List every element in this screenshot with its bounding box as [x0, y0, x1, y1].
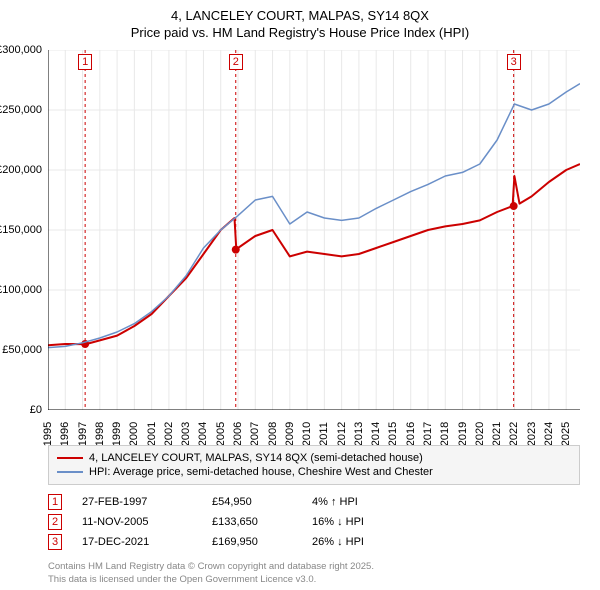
title-line-1: 4, LANCELEY COURT, MALPAS, SY14 8QX — [10, 8, 590, 23]
chart-svg — [48, 50, 580, 410]
legend-swatch — [57, 471, 83, 473]
x-tick-label: 1995 — [42, 422, 54, 446]
x-tick-label: 2021 — [491, 422, 503, 446]
legend-row: HPI: Average price, semi-detached house,… — [57, 466, 571, 478]
event-price: £169,950 — [212, 536, 292, 548]
footer-line-2: This data is licensed under the Open Gov… — [48, 574, 374, 586]
x-tick-label: 2025 — [560, 422, 572, 446]
legend-label: 4, LANCELEY COURT, MALPAS, SY14 8QX (sem… — [89, 452, 423, 464]
legend-swatch — [57, 457, 83, 459]
event-row-marker: 3 — [48, 534, 62, 550]
x-tick-label: 1999 — [111, 422, 123, 446]
x-tick-label: 1996 — [60, 422, 72, 446]
y-tick-label: £100,000 — [0, 284, 42, 296]
x-tick-label: 2008 — [267, 422, 279, 446]
event-row-marker: 1 — [48, 494, 62, 510]
x-tick-label: 1997 — [77, 422, 89, 446]
x-tick-label: 2016 — [405, 422, 417, 446]
x-tick-label: 2017 — [422, 422, 434, 446]
event-price: £54,950 — [212, 496, 292, 508]
y-tick-label: £300,000 — [0, 44, 42, 56]
event-delta: 16% ↓ HPI — [312, 516, 412, 528]
event-table: 1 27-FEB-1997 £54,950 4% ↑ HPI 2 11-NOV-2005 £… — [48, 490, 580, 554]
x-tick-label: 2010 — [301, 422, 313, 446]
event-row: 3 17-DEC-2021 £169,950 26% ↓ HPI — [48, 534, 580, 550]
x-tick-label: 2002 — [163, 422, 175, 446]
y-tick-label: £200,000 — [0, 164, 42, 176]
event-row-marker: 2 — [48, 514, 62, 530]
title-line-2: Price paid vs. HM Land Registry's House … — [10, 25, 590, 40]
chart-area: £0£50,000£100,000£150,000£200,000£250,00… — [48, 50, 580, 410]
x-tick-label: 2022 — [509, 422, 521, 446]
x-tick-label: 2000 — [129, 422, 141, 446]
x-tick-label: 2001 — [146, 422, 158, 446]
event-row: 1 27-FEB-1997 £54,950 4% ↑ HPI — [48, 494, 580, 510]
chart-title-block: 4, LANCELEY COURT, MALPAS, SY14 8QX Pric… — [0, 0, 600, 46]
x-tick-label: 2006 — [232, 422, 244, 446]
x-tick-label: 2013 — [353, 422, 365, 446]
x-tick-label: 2007 — [250, 422, 262, 446]
x-tick-label: 2020 — [474, 422, 486, 446]
x-tick-label: 2014 — [370, 422, 382, 446]
legend-label: HPI: Average price, semi-detached house,… — [89, 466, 433, 478]
event-delta: 4% ↑ HPI — [312, 496, 412, 508]
event-date: 17-DEC-2021 — [82, 536, 192, 548]
event-marker-3: 3 — [507, 54, 521, 70]
x-tick-label: 2023 — [526, 422, 538, 446]
x-tick-label: 2011 — [318, 422, 330, 446]
x-tick-label: 2003 — [180, 422, 192, 446]
x-tick-label: 2012 — [336, 422, 348, 446]
event-marker-2: 2 — [229, 54, 243, 70]
x-tick-label: 2024 — [543, 422, 555, 446]
event-marker-1: 1 — [78, 54, 92, 70]
x-tick-label: 2004 — [198, 422, 210, 446]
x-tick-label: 1998 — [94, 422, 106, 446]
legend: 4, LANCELEY COURT, MALPAS, SY14 8QX (sem… — [48, 445, 580, 485]
footer-line-1: Contains HM Land Registry data © Crown c… — [48, 561, 374, 573]
x-tick-label: 2009 — [284, 422, 296, 446]
event-price: £133,650 — [212, 516, 292, 528]
x-tick-label: 2019 — [457, 422, 469, 446]
event-row: 2 11-NOV-2005 £133,650 16% ↓ HPI — [48, 514, 580, 530]
event-delta: 26% ↓ HPI — [312, 536, 412, 548]
footer-attribution: Contains HM Land Registry data © Crown c… — [48, 561, 374, 586]
event-date: 27-FEB-1997 — [82, 496, 192, 508]
x-tick-label: 2015 — [388, 422, 400, 446]
y-tick-label: £50,000 — [2, 344, 42, 356]
y-tick-label: £0 — [30, 404, 42, 416]
legend-row: 4, LANCELEY COURT, MALPAS, SY14 8QX (sem… — [57, 452, 571, 464]
x-tick-label: 2018 — [440, 422, 452, 446]
event-date: 11-NOV-2005 — [82, 516, 192, 528]
y-tick-label: £150,000 — [0, 224, 42, 236]
y-tick-label: £250,000 — [0, 104, 42, 116]
x-tick-label: 2005 — [215, 422, 227, 446]
